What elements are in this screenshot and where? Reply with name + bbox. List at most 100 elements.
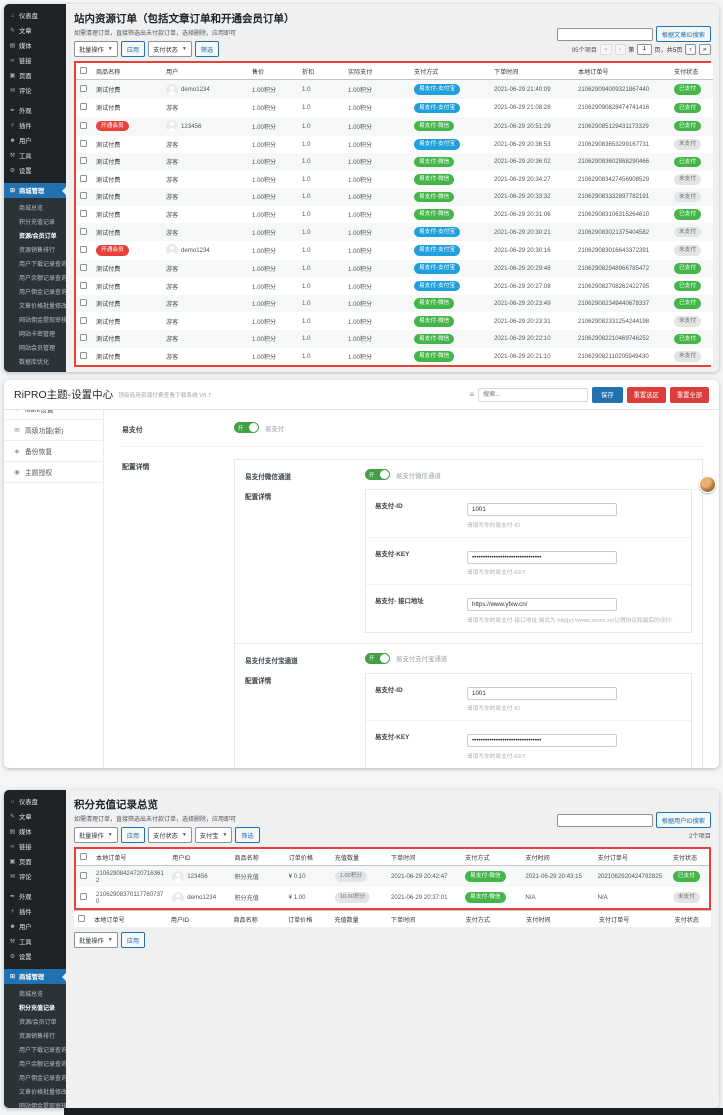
settings-search-input[interactable] xyxy=(478,387,589,402)
sidebar-subitem[interactable]: 资源销售排行 xyxy=(19,1033,56,1040)
prev-page-button[interactable]: ‹ xyxy=(614,43,626,55)
row-checkbox[interactable] xyxy=(80,245,87,253)
sidebar-subitem[interactable]: 积分充值记录 xyxy=(19,219,56,226)
search-by-post-id-button[interactable]: 根据文章ID搜索 xyxy=(655,26,711,42)
tab-backup-restore[interactable]: ◈ 备份恢复 xyxy=(4,441,103,462)
pay-status-select[interactable]: 支付状态 ▼ xyxy=(148,827,192,843)
config-input-0-2[interactable] xyxy=(467,598,617,611)
select-all-checkbox[interactable] xyxy=(80,66,87,74)
tab-mark-settings[interactable]: ♥ Mark设置 xyxy=(4,410,103,420)
sidebar-subitem[interactable]: 用户下载记录查询 xyxy=(19,1047,66,1054)
sidebar-item-users[interactable]: ☻ 用户 xyxy=(4,919,66,934)
row-checkbox[interactable] xyxy=(80,192,87,200)
sidebar-item-plugins[interactable]: ⚡ 插件 xyxy=(4,904,66,919)
sidebar-item-links[interactable]: ∞ 链接 xyxy=(4,53,66,68)
sidebar-item-dashboard[interactable]: ⌂ 仪表盘 xyxy=(4,794,66,809)
sidebar-item-links[interactable]: ∞ 链接 xyxy=(4,839,66,854)
sidebar-subitem[interactable]: 资源/会员订单 xyxy=(19,1019,57,1026)
sidebar-subitem[interactable]: 网站卡密管理 xyxy=(19,331,56,338)
config-input-1-1[interactable] xyxy=(467,734,617,747)
search-input[interactable] xyxy=(556,813,653,827)
sidebar-subitem[interactable]: 数据库优化 xyxy=(19,359,50,366)
floating-avatar[interactable] xyxy=(699,476,716,493)
row-checkbox[interactable] xyxy=(80,227,87,235)
sidebar-subitem[interactable]: 文章价格批量修改 xyxy=(19,1089,66,1096)
channel-toggle[interactable]: 开 xyxy=(365,652,390,664)
row-checkbox[interactable] xyxy=(80,103,87,111)
sidebar-subitem[interactable]: 商城总览 xyxy=(19,205,44,212)
reset-section-button[interactable]: 重置选区 xyxy=(626,386,666,403)
sidebar-item-pages[interactable]: ▣ 页面 xyxy=(4,68,66,83)
sidebar-subitem[interactable]: 用户佣金记录查询 xyxy=(19,1075,66,1082)
search-input[interactable] xyxy=(556,27,653,41)
config-input-0-1[interactable] xyxy=(467,550,617,564)
row-checkbox[interactable] xyxy=(80,85,87,92)
filter-button[interactable]: 筛选 xyxy=(235,827,260,843)
sidebar-item-media[interactable]: ▤ 媒体 xyxy=(4,38,66,53)
apply-button[interactable]: 应用 xyxy=(120,41,146,57)
config-input-1-0[interactable] xyxy=(467,686,617,700)
sidebar-item-tools[interactable]: ⚒ 工具 xyxy=(4,934,66,949)
sidebar-subitem[interactable]: 商城总览 xyxy=(19,991,44,998)
sidebar-subitem[interactable]: 网站佣金提现审核 xyxy=(19,1103,66,1109)
row-checkbox[interactable] xyxy=(80,281,87,289)
sidebar-subitem[interactable]: 用户余额记录查询 xyxy=(19,1061,66,1068)
row-checkbox[interactable] xyxy=(80,121,87,129)
row-checkbox[interactable] xyxy=(80,351,87,359)
sidebar-item-appearance[interactable]: ✒ 外观 xyxy=(4,889,66,904)
sidebar-item-shop-manage[interactable]: ⊞ 商城管理 xyxy=(4,183,66,198)
sidebar-subitem[interactable]: 文章价格批量修改 xyxy=(19,303,66,310)
channel-toggle[interactable]: 开 xyxy=(365,469,390,480)
sidebar-item-plugins[interactable]: ⚡ 插件 xyxy=(4,118,66,133)
select-all-checkbox[interactable] xyxy=(80,852,87,860)
filter-button[interactable]: 筛选 xyxy=(194,41,220,57)
row-checkbox[interactable] xyxy=(80,893,87,900)
sidebar-item-dashboard[interactable]: ⌂ 仪表盘 xyxy=(4,8,66,23)
epay-toggle[interactable]: 开 xyxy=(234,422,259,433)
sidebar-subitem[interactable]: 用户余额记录查询 xyxy=(19,275,66,282)
row-checkbox[interactable] xyxy=(80,210,87,217)
sidebar-item-users[interactable]: ☻ 用户 xyxy=(4,133,66,148)
next-page-button[interactable]: › xyxy=(684,43,697,55)
first-page-button[interactable]: « xyxy=(599,43,613,55)
tab-advanced-features[interactable]: ✉ 高级功能(新) xyxy=(4,420,103,441)
row-checkbox[interactable] xyxy=(80,316,87,324)
apply-button[interactable]: 应用 xyxy=(120,932,146,948)
sidebar-subitem[interactable]: 网站佣金提现审核 xyxy=(19,317,66,324)
sidebar-item-posts[interactable]: ✎ 文章 xyxy=(4,23,66,38)
sidebar-item-settings[interactable]: ⚙ 设置 xyxy=(4,949,66,964)
row-checkbox[interactable] xyxy=(80,264,87,272)
sidebar-item-pages[interactable]: ▣ 页面 xyxy=(4,854,66,869)
search-by-user-id-button[interactable]: 根据用户ID搜索 xyxy=(655,812,711,828)
pay-status-select[interactable]: 支付状态 ▼ xyxy=(148,41,192,57)
sidebar-item-comments[interactable]: ✉ 评论 xyxy=(4,83,66,98)
sidebar-subitem[interactable]: 资源销售排行 xyxy=(19,247,56,254)
pay-type-select[interactable]: 支付宝 ▼ xyxy=(194,827,233,843)
reset-all-button[interactable]: 重置全部 xyxy=(669,386,709,403)
config-input-0-0[interactable] xyxy=(467,503,617,516)
apply-button[interactable]: 应用 xyxy=(120,827,146,843)
last-page-button[interactable]: » xyxy=(698,43,711,55)
sidebar-item-tools[interactable]: ⚒ 工具 xyxy=(4,148,66,163)
sidebar-subitem[interactable]: 用户下载记录查询 xyxy=(19,261,66,268)
sidebar-subitem[interactable]: 用户佣金记录查询 xyxy=(19,289,66,296)
sidebar-item-shop-manage[interactable]: ⊞ 商城管理 xyxy=(4,969,66,984)
bulk-actions-select[interactable]: 批量操作 ▼ xyxy=(74,827,118,843)
sidebar-item-posts[interactable]: ✎ 文章 xyxy=(4,809,66,824)
sidebar-subitem[interactable]: 积分充值记录 xyxy=(19,1005,56,1012)
row-checkbox[interactable] xyxy=(80,174,87,182)
row-checkbox[interactable] xyxy=(80,139,87,147)
current-page-input[interactable] xyxy=(636,43,652,55)
row-checkbox[interactable] xyxy=(80,299,87,307)
sidebar-item-comments[interactable]: ✉ 评论 xyxy=(4,869,66,884)
sidebar-item-settings[interactable]: ⚙ 设置 xyxy=(4,163,66,178)
sidebar-item-appearance[interactable]: ✒ 外观 xyxy=(4,103,66,118)
tab-theme-license[interactable]: ◉ 主题授权 xyxy=(4,462,103,483)
bulk-actions-select[interactable]: 批量操作 ▼ xyxy=(74,41,118,57)
save-button[interactable]: 保存 xyxy=(592,386,623,403)
row-checkbox[interactable] xyxy=(80,872,87,879)
sidebar-subitem[interactable]: 网站会员管理 xyxy=(19,345,56,352)
sidebar-item-media[interactable]: ▤ 媒体 xyxy=(4,824,66,839)
row-checkbox[interactable] xyxy=(80,334,87,342)
sidebar-subitem[interactable]: 资源/会员订单 xyxy=(19,233,57,240)
